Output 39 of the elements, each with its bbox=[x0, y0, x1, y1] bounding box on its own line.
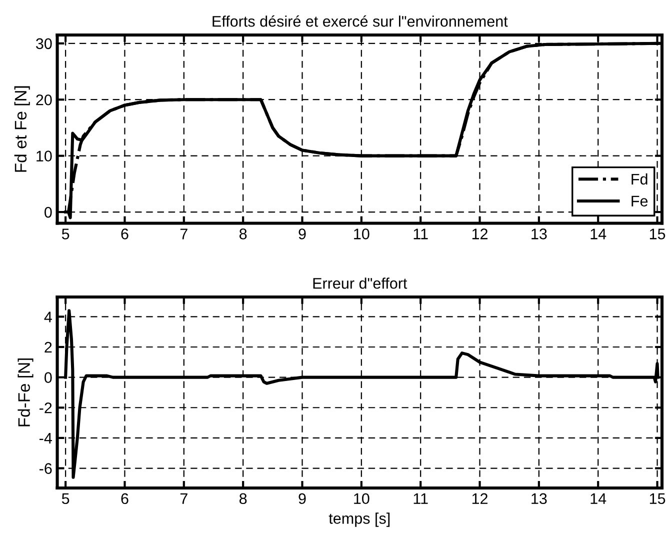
y-tick-label: 10 bbox=[36, 150, 52, 162]
x-tick-label: 10 bbox=[354, 228, 370, 240]
x-tick-label: 11 bbox=[414, 493, 428, 504]
x-tick-label: 7 bbox=[180, 493, 188, 504]
y-tick-label: 30 bbox=[36, 38, 52, 50]
x-tick-label: 5 bbox=[62, 493, 70, 504]
y-tick-label: -6 bbox=[40, 463, 52, 474]
y-tick-label: 20 bbox=[36, 94, 52, 106]
x-tick-label: 5 bbox=[62, 228, 70, 240]
y-tick-label: -4 bbox=[40, 432, 52, 444]
chart-title: Erreur d"effort bbox=[313, 278, 408, 289]
x-tick-label: 6 bbox=[121, 493, 128, 504]
x-tick-label: 14 bbox=[590, 228, 606, 240]
y-tick-label: -2 bbox=[40, 402, 52, 414]
x-tick-label: 12 bbox=[472, 228, 488, 240]
x-tick-label: 13 bbox=[532, 228, 547, 240]
x-tick-label: 10 bbox=[354, 493, 370, 504]
x-tick-label: 9 bbox=[298, 228, 306, 240]
y-tick-label: 0 bbox=[44, 206, 52, 218]
x-tick-label: 15 bbox=[650, 228, 666, 240]
x-tick-label: 14 bbox=[590, 493, 606, 504]
x-tick-label: 8 bbox=[239, 493, 247, 504]
chart-title: Efforts désiré et exercé sur l"environnement bbox=[212, 15, 508, 27]
x-tick-label: 7 bbox=[180, 228, 188, 240]
legend-label: Fd bbox=[632, 173, 648, 185]
legend-label: Fe bbox=[632, 196, 648, 206]
x-axis-title: temps [s] bbox=[328, 512, 390, 527]
x-tick-label: 9 bbox=[298, 493, 306, 504]
y-axis-title: Fd-Fe [N] bbox=[18, 358, 34, 426]
x-tick-label: 8 bbox=[239, 228, 247, 240]
x-tick-label: 15 bbox=[650, 493, 666, 504]
y-tick-label: 2 bbox=[44, 342, 52, 353]
x-tick-label: 6 bbox=[121, 228, 128, 240]
x-tick-label: 13 bbox=[532, 493, 547, 504]
y-tick-label: 4 bbox=[44, 312, 52, 322]
y-tick-label: 0 bbox=[44, 372, 52, 383]
x-tick-label: 12 bbox=[472, 493, 488, 504]
y-axis-title: Fd et Fe [N] bbox=[14, 86, 30, 172]
x-tick-label: 11 bbox=[414, 228, 428, 240]
